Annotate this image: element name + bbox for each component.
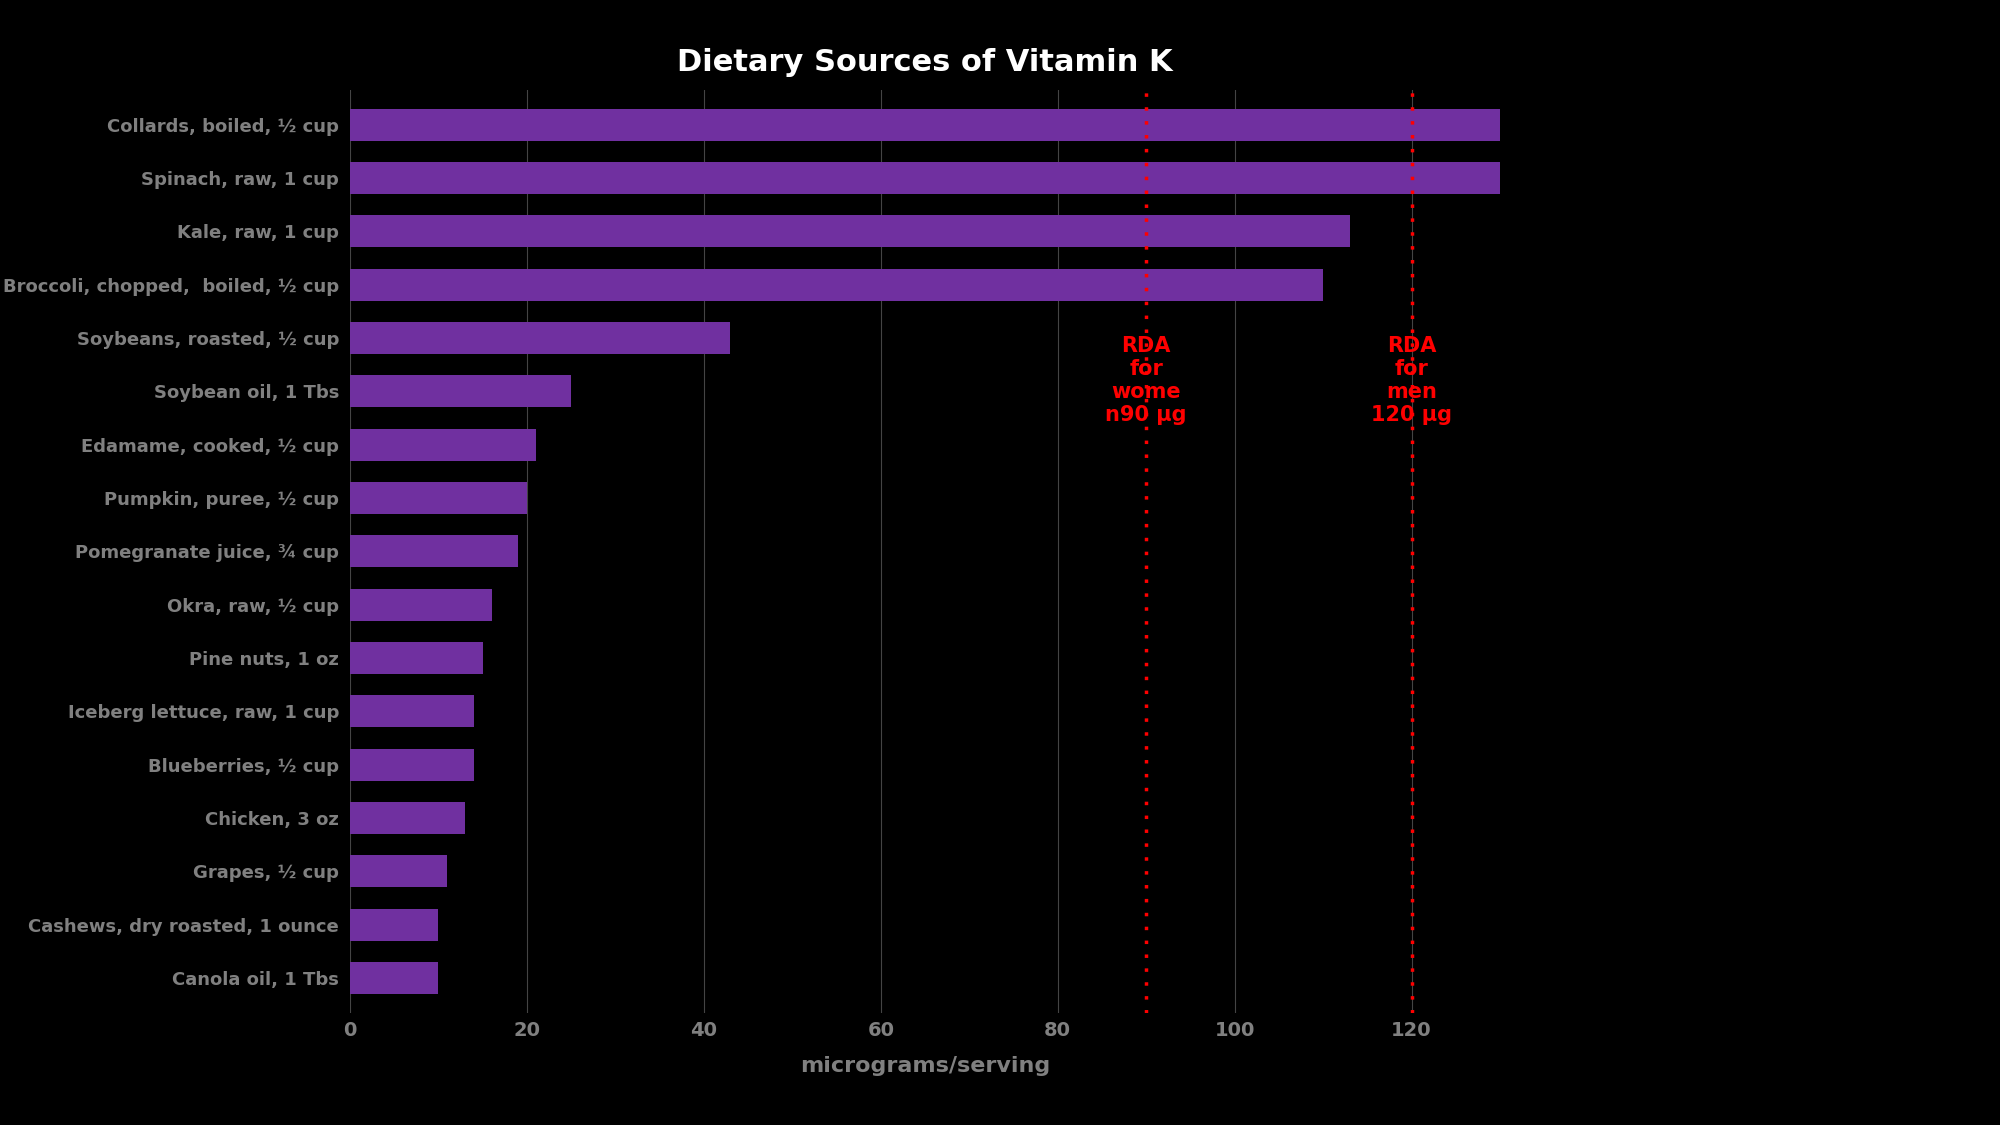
- Bar: [350, 162, 1500, 194]
- Bar: [350, 909, 438, 940]
- Bar: [350, 855, 448, 888]
- Bar: [350, 482, 526, 514]
- Bar: [350, 109, 1500, 141]
- Bar: [350, 962, 438, 993]
- Text: RDA
for
men
120 μg: RDA for men 120 μg: [1372, 336, 1452, 425]
- Bar: [350, 429, 536, 460]
- Bar: [350, 695, 474, 727]
- Bar: [350, 642, 482, 674]
- Title: Dietary Sources of Vitamin K: Dietary Sources of Vitamin K: [678, 47, 1172, 76]
- Bar: [350, 748, 474, 781]
- Bar: [350, 376, 572, 407]
- X-axis label: micrograms/serving: micrograms/serving: [800, 1056, 1050, 1077]
- Text: RDA
for
wome
n90 μg: RDA for wome n90 μg: [1106, 336, 1186, 425]
- Bar: [350, 802, 464, 834]
- Bar: [350, 588, 492, 621]
- Bar: [350, 322, 730, 354]
- Bar: [350, 269, 1324, 300]
- Bar: [350, 215, 1350, 248]
- Bar: [350, 536, 518, 567]
